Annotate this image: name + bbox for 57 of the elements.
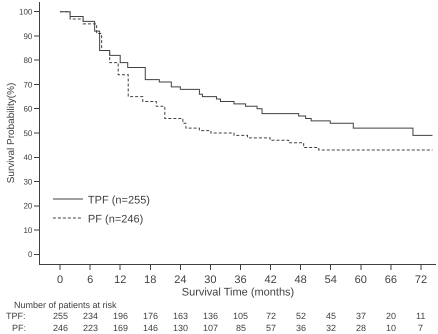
y-axis-title: Survival Probability(%) bbox=[6, 82, 18, 184]
text: 45 bbox=[326, 311, 336, 321]
text: 176 bbox=[143, 311, 158, 321]
text: 32 bbox=[326, 323, 336, 333]
x-axis-title: Survival Time (months) bbox=[182, 286, 294, 298]
text: 107 bbox=[203, 323, 218, 333]
x-tick-label: 48 bbox=[294, 274, 307, 286]
text: 146 bbox=[143, 323, 158, 333]
y-tick-label: 40 bbox=[23, 153, 33, 162]
text: 105 bbox=[233, 311, 248, 321]
text: 36 bbox=[296, 323, 306, 333]
x-tick-label: 42 bbox=[264, 274, 277, 286]
text: 52 bbox=[296, 311, 306, 321]
y-tick-label: 70 bbox=[23, 80, 33, 90]
x-tick-label: 30 bbox=[204, 274, 217, 286]
x-tick-label: 60 bbox=[354, 274, 367, 286]
text: 28 bbox=[356, 323, 366, 333]
y-tick-label: 30 bbox=[23, 177, 33, 186]
y-tick-label: 50 bbox=[23, 128, 33, 138]
text: 20 bbox=[386, 311, 396, 321]
text: 136 bbox=[203, 311, 218, 321]
text: TPF: bbox=[6, 311, 26, 321]
text: 223 bbox=[83, 323, 98, 333]
text: 234 bbox=[83, 311, 98, 321]
text: 72 bbox=[266, 311, 276, 321]
legend-label: TPF (n=255) bbox=[88, 194, 150, 206]
y-tick-label: 90 bbox=[23, 32, 33, 41]
y-tick-label: 100 bbox=[19, 8, 33, 16]
text: 11 bbox=[416, 311, 426, 321]
y-tick-label: 10 bbox=[23, 226, 33, 235]
y-tick-label: 20 bbox=[23, 202, 33, 211]
x-tick-label: 72 bbox=[414, 274, 428, 286]
text: 10 bbox=[386, 323, 396, 333]
text: 37 bbox=[356, 311, 366, 321]
text: 7 bbox=[418, 323, 424, 333]
text: 255 bbox=[53, 311, 68, 321]
x-tick-label: 0 bbox=[56, 274, 64, 286]
y-tick-label: 0 bbox=[28, 250, 33, 260]
y-tick-label: 60 bbox=[23, 104, 33, 114]
legend-label: PF (n=246) bbox=[88, 213, 144, 226]
x-tick-label: 24 bbox=[174, 274, 186, 286]
text: 246 bbox=[53, 323, 68, 333]
x-tick-label: 36 bbox=[234, 274, 247, 286]
text: 196 bbox=[113, 311, 128, 321]
text: PF: bbox=[12, 323, 26, 333]
text: 85 bbox=[236, 323, 246, 333]
x-tick-label: 66 bbox=[384, 274, 398, 286]
text: 57 bbox=[266, 323, 276, 333]
x-tick-label: 6 bbox=[87, 274, 94, 286]
text: 169 bbox=[113, 323, 128, 333]
x-tick-label: 12 bbox=[114, 274, 126, 286]
text: 130 bbox=[173, 323, 188, 333]
text: Number of patients at risk bbox=[14, 300, 118, 310]
x-tick-label: 18 bbox=[144, 274, 156, 286]
x-tick-label: 54 bbox=[324, 274, 337, 286]
y-tick-label: 80 bbox=[23, 56, 33, 66]
text: 163 bbox=[173, 311, 188, 321]
